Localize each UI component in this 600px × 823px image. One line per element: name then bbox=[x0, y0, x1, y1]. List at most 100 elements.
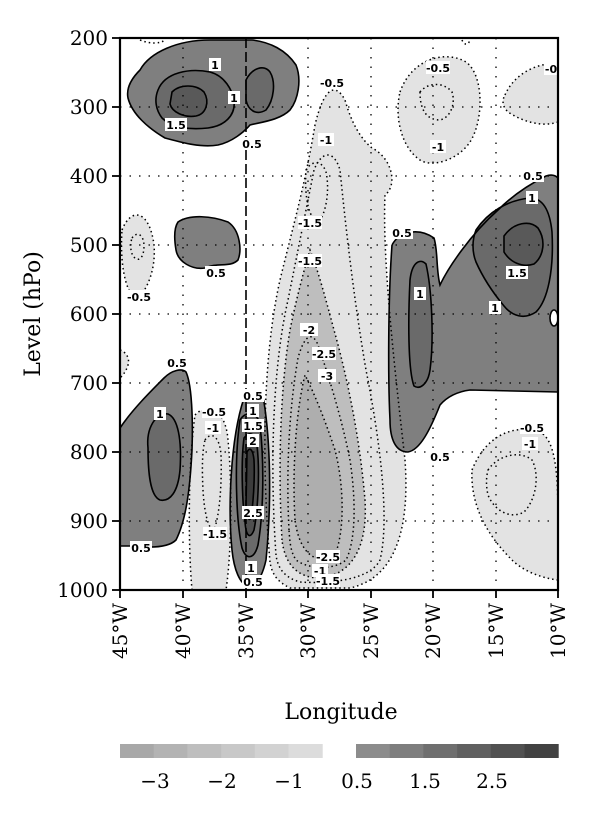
y-tick-label: 700 bbox=[70, 371, 108, 395]
colorbar-label: −3 bbox=[140, 769, 169, 793]
colorbar-positive-segment-3 bbox=[457, 744, 492, 758]
contour-label-pos-0.5d: 0.5 bbox=[130, 541, 152, 555]
contour-label-pos-1.5b: 1.5 bbox=[242, 419, 264, 433]
contour-positive-east-1 bbox=[408, 260, 433, 388]
svg-text:-1: -1 bbox=[207, 422, 219, 435]
x-axis bbox=[119, 590, 559, 598]
svg-text:-2: -2 bbox=[303, 324, 315, 337]
y-tick-label: 500 bbox=[70, 233, 108, 257]
svg-text:-1.5: -1.5 bbox=[298, 217, 322, 230]
colorbar-label: 1.5 bbox=[409, 769, 441, 793]
x-tick-label: 40°W bbox=[171, 603, 195, 659]
svg-text:0.5: 0.5 bbox=[167, 357, 187, 370]
contour-label-pos-1: 1 bbox=[209, 58, 221, 72]
y-tick-label: 900 bbox=[70, 509, 108, 533]
svg-text:-0: -0 bbox=[545, 63, 558, 76]
contour-label-neg-1d: -1 bbox=[205, 421, 221, 435]
x-tick-label: 25°W bbox=[359, 603, 383, 659]
svg-text:-0.5: -0.5 bbox=[202, 406, 226, 419]
colorbar: −3 −2 −1 0.5 1.5 2.5 bbox=[120, 744, 559, 793]
svg-text:0.5: 0.5 bbox=[392, 227, 412, 240]
colorbar-negative-segment-2 bbox=[187, 744, 222, 758]
contour-negative-far-west bbox=[119, 349, 130, 379]
contour-label-neg-0: -0 bbox=[544, 62, 558, 76]
contour-label-pos-1b: 1 bbox=[228, 91, 240, 105]
positive-region-w500 bbox=[174, 216, 240, 269]
svg-text:0.5: 0.5 bbox=[523, 170, 543, 183]
contour-label-pos-0.5f: 0.5 bbox=[242, 575, 264, 589]
colorbar-label: −1 bbox=[274, 769, 303, 793]
plot-area: 1 1 1.5 0.5 0.5 0.5 1 0.5 0.5 1 1.5 2 2.… bbox=[118, 36, 560, 592]
y-tick-labels: 200 300 400 500 600 700 800 900 1000 bbox=[57, 26, 108, 602]
contour-label-pos-1d: 1 bbox=[247, 404, 259, 418]
x-axis-label: Longitude bbox=[284, 700, 397, 725]
svg-text:1: 1 bbox=[156, 408, 164, 421]
svg-text:-1: -1 bbox=[432, 141, 444, 154]
x-tick-label: 35°W bbox=[234, 603, 258, 659]
svg-text:1: 1 bbox=[230, 92, 238, 105]
svg-text:-3: -3 bbox=[321, 370, 333, 383]
colorbar-negative-segment-1 bbox=[153, 744, 188, 758]
positive-core-nw-3 bbox=[170, 86, 207, 117]
colorbar-positive-segment-0 bbox=[356, 744, 391, 758]
colorbar-positive-segment-2 bbox=[423, 744, 458, 758]
positive-core-w800 bbox=[147, 413, 181, 501]
x-tick-label: 20°W bbox=[421, 603, 445, 659]
contour-label-neg-0.5b: -0.5 bbox=[426, 61, 450, 75]
colorbar-positive-segment-4 bbox=[490, 744, 525, 758]
contour-negative-top bbox=[139, 39, 471, 45]
y-axis bbox=[112, 37, 120, 591]
contour-negative-north-center bbox=[397, 56, 481, 164]
contour-label-neg-1.5a: -1.5 bbox=[298, 216, 322, 230]
x-tick-label: 30°W bbox=[296, 603, 320, 659]
contour-label-pos-0.5c: 0.5 bbox=[166, 356, 188, 370]
svg-text:1: 1 bbox=[247, 562, 255, 575]
svg-text:1.5: 1.5 bbox=[507, 267, 527, 280]
contour-label-pos-2: 2 bbox=[247, 434, 259, 448]
svg-text:-1.5: -1.5 bbox=[203, 528, 227, 541]
contour-label-pos-1h: 1 bbox=[489, 301, 501, 315]
svg-text:0.5: 0.5 bbox=[243, 576, 263, 589]
colorbar-positive-segment-1 bbox=[389, 744, 424, 758]
contour-label-neg-1a: -1 bbox=[318, 133, 334, 147]
contour-label-neg-3: -3 bbox=[318, 369, 336, 383]
svg-text:1: 1 bbox=[249, 405, 257, 418]
svg-text:0.5: 0.5 bbox=[430, 451, 450, 464]
contour-negative-main-1 bbox=[272, 154, 385, 584]
svg-text:1.5: 1.5 bbox=[243, 420, 263, 433]
colorbar-negative-segment-0 bbox=[120, 744, 155, 758]
y-tick-label: 400 bbox=[70, 164, 108, 188]
positive-core-jet-3 bbox=[246, 449, 255, 520]
contour-positive-w500 bbox=[173, 215, 241, 270]
svg-text:-2.5: -2.5 bbox=[312, 348, 336, 361]
svg-text:1: 1 bbox=[528, 192, 536, 205]
positive-core-east-3 bbox=[504, 223, 543, 266]
contour-label-neg-0.5a: -0.5 bbox=[320, 76, 344, 90]
y-tick-label: 1000 bbox=[57, 578, 108, 602]
colorbar-positive-segment-5 bbox=[524, 744, 559, 758]
colorbar-negative-segment-4 bbox=[254, 744, 289, 758]
contour-positive-east-3 bbox=[503, 222, 544, 267]
colorbar-label: −2 bbox=[207, 769, 236, 793]
svg-text:-1: -1 bbox=[524, 438, 536, 451]
y-axis-label: Level (hPo) bbox=[21, 251, 46, 377]
negative-region-se bbox=[471, 429, 558, 580]
contour-label-neg-0.5d: -0.5 bbox=[202, 405, 226, 419]
y-tick-label: 300 bbox=[70, 95, 108, 119]
contour-label-neg-2: -2 bbox=[300, 323, 318, 337]
svg-text:1.5: 1.5 bbox=[166, 119, 186, 132]
y-tick-label: 600 bbox=[70, 302, 108, 326]
contour-label-pos-0.5h: 0.5 bbox=[429, 450, 451, 464]
contour-label-neg-1c: -1 bbox=[430, 140, 446, 154]
svg-text:-2.5: -2.5 bbox=[316, 551, 340, 564]
contour-label-neg-2.5b: -2.5 bbox=[316, 550, 340, 564]
positive-core-nw-2 bbox=[246, 67, 274, 113]
contour-negative-main-5 bbox=[304, 162, 329, 223]
svg-text:0.5: 0.5 bbox=[206, 267, 226, 280]
svg-text:-1.5: -1.5 bbox=[316, 575, 340, 588]
contour-positive-east bbox=[391, 174, 559, 288]
svg-text:-0.5: -0.5 bbox=[520, 422, 544, 435]
contour-positive-nw bbox=[126, 39, 300, 147]
negative-region-south bbox=[189, 408, 231, 590]
contour-label-pos-0.5i: 0.5 bbox=[522, 169, 544, 183]
